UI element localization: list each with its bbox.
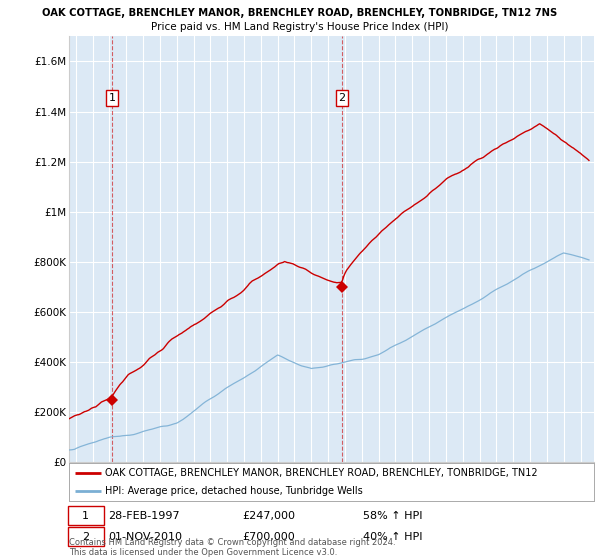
Text: HPI: Average price, detached house, Tunbridge Wells: HPI: Average price, detached house, Tunb… [105, 486, 362, 496]
FancyBboxPatch shape [68, 506, 104, 525]
Text: 1: 1 [82, 511, 89, 521]
Text: 58% ↑ HPI: 58% ↑ HPI [363, 511, 422, 521]
Text: 28-FEB-1997: 28-FEB-1997 [109, 511, 180, 521]
Text: 2: 2 [82, 532, 89, 542]
Text: OAK COTTAGE, BRENCHLEY MANOR, BRENCHLEY ROAD, BRENCHLEY, TONBRIDGE, TN12 7NS: OAK COTTAGE, BRENCHLEY MANOR, BRENCHLEY … [43, 8, 557, 18]
FancyBboxPatch shape [68, 527, 104, 547]
Text: OAK COTTAGE, BRENCHLEY MANOR, BRENCHLEY ROAD, BRENCHLEY, TONBRIDGE, TN12: OAK COTTAGE, BRENCHLEY MANOR, BRENCHLEY … [105, 468, 538, 478]
Text: 2: 2 [338, 93, 346, 103]
Text: £700,000: £700,000 [242, 532, 295, 542]
Text: £247,000: £247,000 [242, 511, 295, 521]
Text: 01-NOV-2010: 01-NOV-2010 [109, 532, 182, 542]
Text: Price paid vs. HM Land Registry's House Price Index (HPI): Price paid vs. HM Land Registry's House … [151, 22, 449, 32]
Text: 40% ↑ HPI: 40% ↑ HPI [363, 532, 422, 542]
Text: 1: 1 [109, 93, 116, 103]
Text: Contains HM Land Registry data © Crown copyright and database right 2024.
This d: Contains HM Land Registry data © Crown c… [69, 538, 395, 557]
